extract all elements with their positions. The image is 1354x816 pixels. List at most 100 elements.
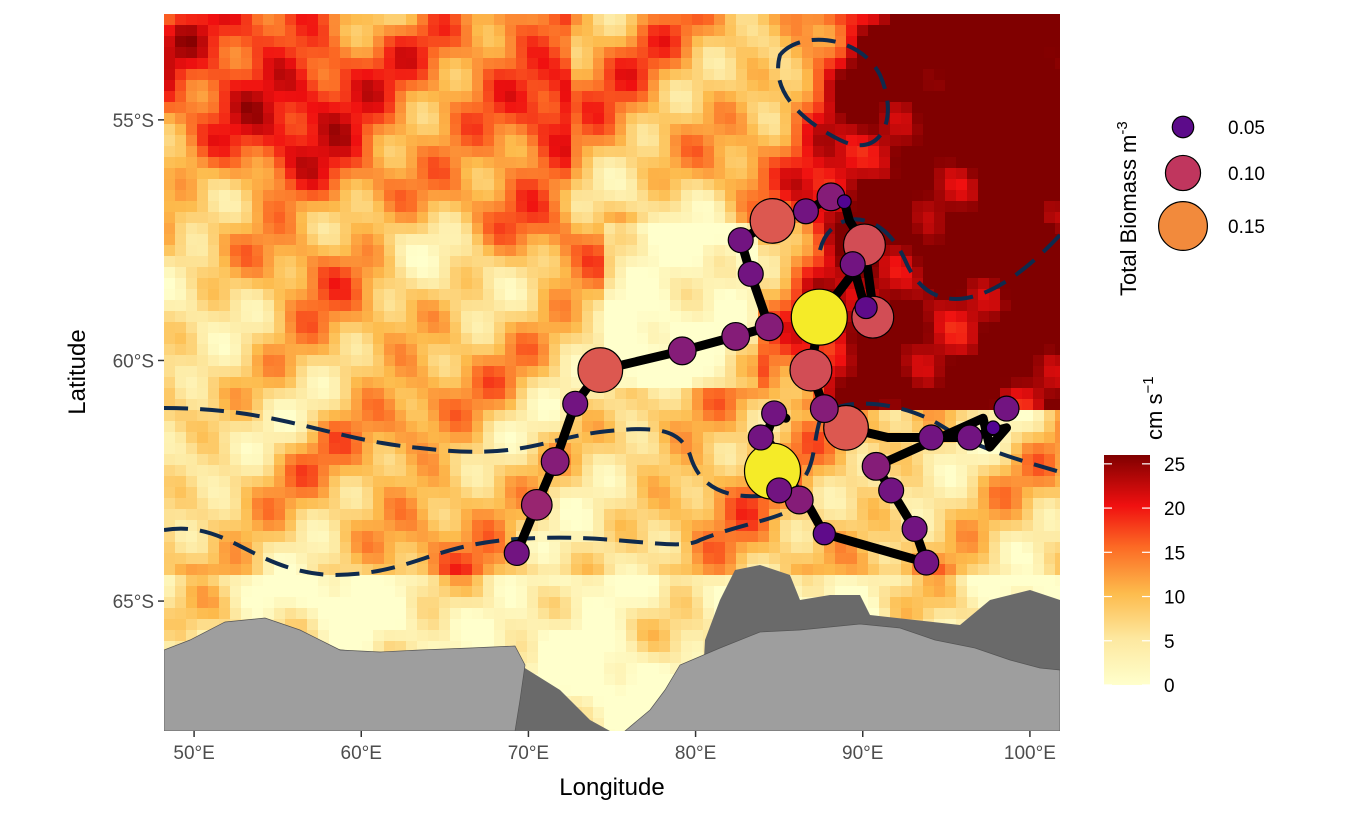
raster-cell bbox=[417, 322, 429, 334]
raster-cell bbox=[208, 289, 220, 301]
raster-cell bbox=[857, 333, 869, 345]
raster-cell bbox=[318, 597, 330, 609]
raster-cell bbox=[692, 91, 704, 103]
raster-cell bbox=[725, 190, 737, 202]
raster-cell bbox=[659, 58, 671, 70]
raster-cell bbox=[659, 377, 671, 389]
raster-cell bbox=[439, 146, 451, 158]
raster-cell bbox=[527, 663, 539, 675]
raster-cell bbox=[175, 476, 187, 488]
raster-cell bbox=[846, 586, 858, 598]
raster-cell bbox=[901, 146, 913, 158]
raster-cell bbox=[175, 388, 187, 400]
raster-cell bbox=[197, 377, 209, 389]
raster-cell bbox=[769, 256, 781, 268]
raster-cell bbox=[714, 520, 726, 532]
raster-cell bbox=[868, 608, 880, 620]
raster-cell bbox=[659, 366, 671, 378]
raster-cell bbox=[923, 135, 935, 147]
raster-cell bbox=[351, 146, 363, 158]
raster-cell bbox=[1011, 487, 1023, 499]
raster-cell bbox=[725, 388, 737, 400]
raster-cell bbox=[549, 597, 561, 609]
raster-cell bbox=[428, 366, 440, 378]
raster-cell bbox=[725, 157, 737, 169]
raster-cell bbox=[549, 234, 561, 246]
raster-cell bbox=[274, 80, 286, 92]
raster-cell bbox=[417, 135, 429, 147]
raster-cell bbox=[527, 476, 539, 488]
raster-cell bbox=[780, 80, 792, 92]
raster-cell bbox=[1022, 410, 1034, 422]
raster-cell bbox=[956, 487, 968, 499]
raster-cell bbox=[362, 520, 374, 532]
raster-cell bbox=[648, 278, 660, 290]
raster-cell bbox=[1011, 234, 1023, 246]
raster-cell bbox=[219, 36, 231, 48]
raster-cell bbox=[439, 421, 451, 433]
raster-cell bbox=[890, 113, 902, 125]
raster-cell bbox=[417, 267, 429, 279]
raster-cell bbox=[263, 575, 275, 587]
raster-cell bbox=[890, 256, 902, 268]
raster-cell bbox=[186, 608, 198, 620]
raster-cell bbox=[604, 190, 616, 202]
raster-cell bbox=[890, 465, 902, 477]
raster-cell bbox=[417, 25, 429, 37]
raster-cell bbox=[670, 124, 682, 136]
raster-cell bbox=[362, 377, 374, 389]
raster-cell bbox=[1011, 146, 1023, 158]
raster-cell bbox=[934, 575, 946, 587]
raster-cell bbox=[274, 47, 286, 59]
raster-cell bbox=[175, 212, 187, 224]
raster-cell bbox=[329, 179, 341, 191]
raster-cell bbox=[351, 608, 363, 620]
raster-cell bbox=[340, 300, 352, 312]
raster-cell bbox=[197, 179, 209, 191]
raster-cell bbox=[1055, 289, 1060, 301]
raster-cell bbox=[670, 212, 682, 224]
raster-cell bbox=[1055, 421, 1060, 433]
raster-cell bbox=[450, 630, 462, 642]
raster-cell bbox=[923, 91, 935, 103]
raster-cell bbox=[626, 201, 638, 213]
raster-cell bbox=[549, 388, 561, 400]
raster-cell bbox=[945, 80, 957, 92]
raster-cell bbox=[945, 157, 957, 169]
raster-cell bbox=[923, 388, 935, 400]
raster-cell bbox=[769, 113, 781, 125]
raster-cell bbox=[274, 157, 286, 169]
raster-cell bbox=[472, 58, 484, 70]
raster-cell bbox=[164, 80, 176, 92]
raster-cell bbox=[835, 509, 847, 521]
raster-cell bbox=[494, 190, 506, 202]
raster-cell bbox=[879, 146, 891, 158]
raster-cell bbox=[516, 267, 528, 279]
raster-cell bbox=[1055, 366, 1060, 378]
raster-cell bbox=[835, 454, 847, 466]
raster-cell bbox=[208, 102, 220, 114]
raster-cell bbox=[989, 487, 1001, 499]
raster-cell bbox=[285, 91, 297, 103]
raster-cell bbox=[538, 465, 550, 477]
raster-cell bbox=[219, 355, 231, 367]
raster-cell bbox=[340, 201, 352, 213]
raster-cell bbox=[527, 25, 539, 37]
raster-cell bbox=[439, 47, 451, 59]
raster-cell bbox=[626, 586, 638, 598]
raster-cell bbox=[417, 333, 429, 345]
raster-cell bbox=[406, 465, 418, 477]
raster-cell bbox=[604, 157, 616, 169]
raster-cell bbox=[747, 399, 759, 411]
raster-cell bbox=[274, 245, 286, 257]
raster-cell bbox=[560, 619, 572, 631]
raster-cell bbox=[395, 14, 407, 26]
raster-cell bbox=[164, 113, 176, 125]
raster-cell bbox=[978, 36, 990, 48]
raster-cell bbox=[1033, 47, 1045, 59]
raster-cell bbox=[626, 157, 638, 169]
raster-cell bbox=[296, 432, 308, 444]
raster-cell bbox=[395, 223, 407, 235]
raster-cell bbox=[538, 267, 550, 279]
raster-cell bbox=[263, 36, 275, 48]
